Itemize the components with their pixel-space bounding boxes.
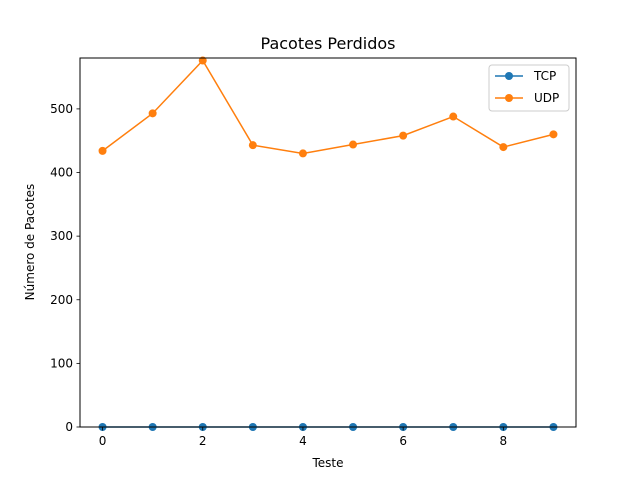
y-tick-label: 200: [50, 293, 73, 307]
plot-frame: [79, 57, 577, 428]
data-point-udp: [349, 140, 358, 149]
y-tick-label: 0: [65, 420, 73, 434]
legend-label-tcp: TCP: [533, 69, 556, 83]
y-tick-label: 100: [50, 356, 73, 370]
y-tick-label: 500: [50, 102, 73, 116]
data-point-udp: [248, 141, 257, 150]
data-point-udp: [98, 146, 107, 155]
data-point-udp: [499, 143, 508, 152]
y-axis-label: Número de Pacotes: [23, 184, 37, 301]
x-tick-label: 6: [399, 434, 407, 448]
y-tick-label: 300: [50, 229, 73, 243]
x-tick-label: 8: [500, 434, 508, 448]
ticks-layer: 0 2 4 6 8 0 100 200 300 400 500: [50, 102, 507, 448]
x-tick-label: 0: [99, 434, 107, 448]
data-point-udp: [549, 130, 558, 139]
axes-layer: [79, 57, 577, 428]
legend-marker-tcp: [505, 72, 513, 80]
y-tick-label: 400: [50, 166, 73, 180]
data-point-udp: [148, 109, 157, 118]
x-tick-label: 2: [199, 434, 207, 448]
data-point-udp: [399, 131, 408, 140]
data-point-udp: [298, 149, 307, 158]
data-point-udp: [198, 56, 207, 65]
legend: TCP UDP: [488, 64, 570, 112]
legend-marker-udp: [505, 94, 513, 102]
legend-label-udp: UDP: [534, 91, 559, 105]
data-point-udp: [449, 112, 458, 121]
series-line-udp: [102, 59, 554, 155]
x-axis-label: Teste: [311, 456, 343, 470]
chart-title: Pacotes Perdidos: [261, 34, 396, 53]
x-tick-label: 4: [299, 434, 307, 448]
